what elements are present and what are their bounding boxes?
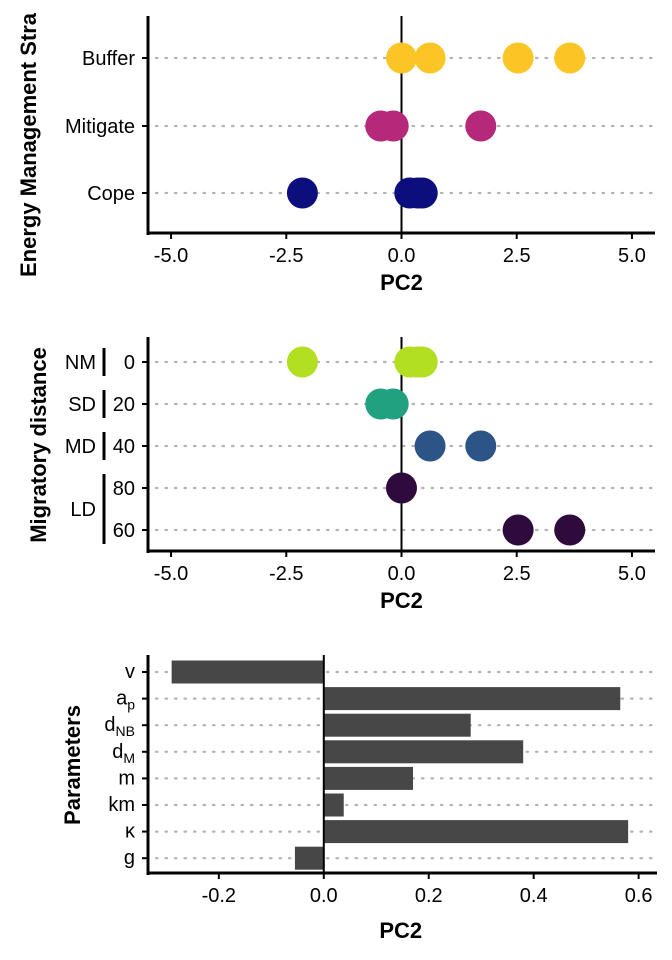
y-category-label: 80 [113, 478, 135, 500]
y-axis-title: Parameters [60, 705, 85, 825]
data-point [465, 430, 497, 462]
y-category-label: κ [125, 821, 136, 843]
parameter-subscript: M [123, 750, 135, 766]
data-point [386, 42, 417, 74]
data-point [502, 42, 534, 74]
data-bar [323, 820, 629, 844]
data-point [406, 346, 438, 378]
y-axis-title: Energy Management Stra [16, 12, 41, 277]
y-category-label: Cope [87, 183, 135, 205]
data-point [377, 388, 409, 420]
group-label: NM [65, 352, 96, 374]
data-point [554, 42, 586, 74]
x-tick-label: 0.4 [520, 885, 548, 907]
x-tick-label: -2.5 [269, 245, 303, 267]
y-category-label: v [125, 661, 135, 683]
y-category-label: 60 [113, 520, 135, 542]
data-point [502, 514, 534, 546]
data-point [465, 110, 497, 142]
x-tick-label: 2.5 [503, 245, 531, 267]
data-bar [171, 660, 324, 684]
parameter-symbol: d [112, 741, 123, 763]
x-axis-title: PC2 [380, 588, 423, 613]
parameter-symbol: a [116, 688, 128, 710]
x-tick-label: 2.5 [503, 563, 531, 585]
data-point [377, 110, 409, 142]
x-tick-label: 5.0 [618, 245, 646, 267]
data-bar [323, 766, 413, 790]
y-category-label: ap [116, 688, 135, 713]
data-bar [323, 740, 524, 764]
y-category-label: dNB [104, 714, 135, 739]
data-point [414, 42, 446, 74]
parameter-symbol: g [124, 847, 135, 869]
x-tick-label: 0.0 [310, 885, 338, 907]
data-bar [323, 687, 621, 711]
y-category-label: 40 [113, 436, 135, 458]
x-tick-label: -5.0 [154, 563, 188, 585]
parameter-subscript: NB [116, 723, 135, 739]
x-tick-label: 0.6 [625, 885, 653, 907]
y-category-label: Mitigate [65, 116, 135, 138]
parameter-symbol: d [104, 714, 115, 736]
y-category-label: 20 [113, 394, 135, 416]
y-category-label: Buffer [82, 48, 135, 70]
x-axis-title: PC2 [379, 918, 422, 943]
y-axis-title: Migratory distance [26, 347, 51, 543]
x-tick-label: -2.5 [269, 563, 303, 585]
data-point [406, 177, 438, 209]
data-point [386, 472, 417, 504]
panel-2: -5.0 -2.5 0.0 2.5 5.0 PC2 Migratory distance 0 2… [26, 337, 657, 613]
group-label: SD [68, 394, 96, 416]
data-point [286, 177, 318, 209]
y-category-label: 0 [124, 352, 135, 374]
x-axis-title: PC2 [380, 270, 423, 295]
data-point [286, 346, 318, 378]
parameter-subscript: p [127, 697, 135, 713]
panel-3: -0.2 0.0 0.2 0.4 0.6vapdNBdMmkmκgPC2Paramete… [60, 655, 659, 943]
group-label: MD [65, 436, 96, 458]
data-point [554, 514, 586, 546]
parameter-symbol: km [108, 794, 135, 816]
x-tick-label: 0.0 [388, 563, 416, 585]
y-category-label: km [108, 794, 135, 816]
x-tick-label: 0.2 [415, 885, 443, 907]
parameter-symbol: κ [125, 821, 136, 843]
y-category-label: dM [112, 741, 135, 766]
y-category-label: g [124, 847, 135, 869]
parameter-symbol: m [118, 767, 135, 789]
data-bar [323, 713, 471, 737]
parameter-symbol: v [125, 661, 135, 683]
x-tick-label: 0.0 [388, 245, 416, 267]
x-tick-label: -5.0 [154, 245, 188, 267]
x-tick-label: -0.2 [202, 885, 236, 907]
data-bar [323, 793, 344, 817]
panel-1: -5.0 -2.5 0.0 2.5 5.0 PC2 Energy Management St… [16, 12, 657, 295]
x-tick-label: 5.0 [618, 563, 646, 585]
data-bar [294, 846, 324, 870]
y-category-label: m [118, 767, 135, 789]
data-point [414, 430, 446, 462]
group-label: LD [70, 499, 96, 521]
